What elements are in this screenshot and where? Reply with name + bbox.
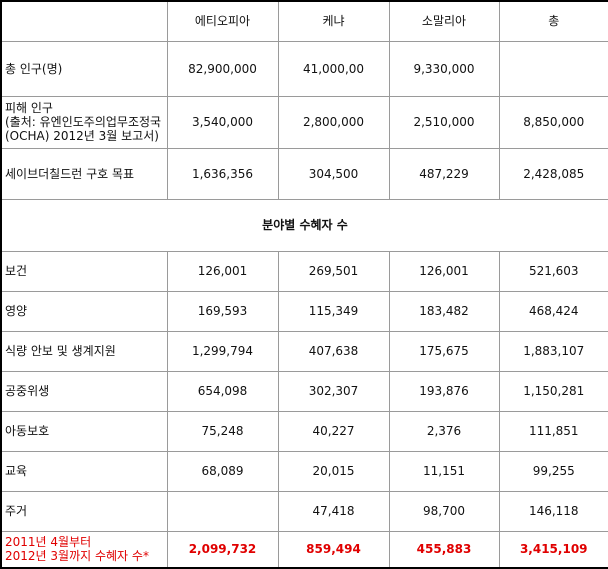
- table-row: 영양 169,593 115,349 183,482 468,424: [0, 290, 608, 332]
- table-row: 총 인구(명) 82,900,000 41,000,00 9,330,000: [0, 40, 608, 97]
- value-cell: 487,229: [388, 147, 500, 200]
- header-row: 에티오피아 케냐 소말리아 총: [0, 0, 608, 42]
- value-cell: 82,900,000: [166, 40, 279, 97]
- value-cell: 193,876: [388, 370, 500, 412]
- value-cell: [498, 40, 608, 97]
- column-header: 소말리아: [388, 0, 500, 42]
- table-row: 식량 안보 및 생계지원 1,299,794 407,638 175,675 1,883…: [0, 330, 608, 372]
- value-cell: 1,150,281: [498, 370, 608, 412]
- row-label: 공중위생: [0, 370, 168, 412]
- value-cell: 111,851: [498, 410, 608, 452]
- value-cell: 302,307: [277, 370, 390, 412]
- value-cell: 455,883: [388, 530, 500, 569]
- label-line: (OCHA) 2012년 3월 보고서): [5, 129, 159, 143]
- value-cell: 654,098: [166, 370, 279, 412]
- value-cell: 2,376: [388, 410, 500, 452]
- table-row: 공중위생 654,098 302,307 193,876 1,150,281: [0, 370, 608, 412]
- table-row: 교육 68,089 20,015 11,151 99,255: [0, 450, 608, 492]
- label-line: 2011년 4월부터: [5, 535, 92, 550]
- value-cell: 2,428,085: [498, 147, 608, 200]
- label-line: 총 인구(명): [5, 61, 63, 76]
- column-header: [0, 0, 168, 42]
- row-label: 세이브더칠드런 구호 목표: [0, 147, 168, 200]
- value-cell: 1,636,356: [166, 147, 279, 200]
- value-cell: 169,593: [166, 290, 279, 332]
- label-line: 2012년 3월까지 수혜자 수*: [5, 549, 149, 564]
- column-header: 케냐: [277, 0, 390, 42]
- value-cell: 20,015: [277, 450, 390, 492]
- label-line: 보건: [5, 264, 28, 278]
- section-row: 분야별 수혜자 수: [0, 198, 608, 252]
- value-cell: 3,415,109: [498, 530, 608, 569]
- row-label: 보건: [0, 250, 168, 292]
- value-cell: 269,501: [277, 250, 390, 292]
- value-cell: 41,000,00: [277, 40, 390, 97]
- value-cell: 47,418: [277, 490, 390, 532]
- value-cell: 1,883,107: [498, 330, 608, 372]
- label-line: 교육: [5, 464, 28, 478]
- table-row: 2011년 4월부터 2012년 3월까지 수혜자 수* 2,099,732 859,…: [0, 530, 608, 569]
- label-line: (출처: 유엔인도주의업무조정국: [5, 115, 162, 129]
- value-cell: 11,151: [388, 450, 500, 492]
- label-line: 주거: [5, 504, 28, 518]
- value-cell: 68,089: [166, 450, 279, 492]
- value-cell: 2,510,000: [388, 95, 500, 149]
- table-row: 세이브더칠드런 구호 목표 1,636,356 304,500 487,229 2,42…: [0, 147, 608, 200]
- value-cell: 175,675: [388, 330, 500, 372]
- value-cell: [166, 490, 279, 532]
- value-cell: 521,603: [498, 250, 608, 292]
- label-line: 피해 인구: [5, 101, 53, 115]
- section-title: 분야별 수혜자 수: [0, 198, 608, 252]
- column-header: 총: [498, 0, 608, 42]
- value-cell: 9,330,000: [388, 40, 500, 97]
- label-line: 공중위생: [5, 384, 50, 398]
- value-cell: 468,424: [498, 290, 608, 332]
- row-label: 영양: [0, 290, 168, 332]
- value-cell: 98,700: [388, 490, 500, 532]
- value-cell: 8,850,000: [498, 95, 608, 149]
- value-cell: 859,494: [277, 530, 390, 569]
- value-cell: 2,800,000: [277, 95, 390, 149]
- table-row: 보건 126,001 269,501 126,001 521,603: [0, 250, 608, 292]
- label-line: 아동보호: [5, 424, 50, 438]
- value-cell: 146,118: [498, 490, 608, 532]
- row-label: 총 인구(명): [0, 40, 168, 97]
- value-cell: 40,227: [277, 410, 390, 452]
- value-cell: 407,638: [277, 330, 390, 372]
- label-line: 식량 안보 및 생계지원: [5, 344, 116, 358]
- label-line: 영양: [5, 304, 28, 318]
- value-cell: 126,001: [166, 250, 279, 292]
- value-cell: 2,099,732: [166, 530, 279, 569]
- row-label: 아동보호: [0, 410, 168, 452]
- row-label: 교육: [0, 450, 168, 492]
- value-cell: 3,540,000: [166, 95, 279, 149]
- value-cell: 1,299,794: [166, 330, 279, 372]
- label-line: 세이브더칠드런 구호 목표: [5, 166, 135, 181]
- row-label: 2011년 4월부터 2012년 3월까지 수혜자 수*: [0, 530, 168, 569]
- table-row: 아동보호 75,248 40,227 2,376 111,851: [0, 410, 608, 452]
- row-label: 식량 안보 및 생계지원: [0, 330, 168, 372]
- value-cell: 304,500: [277, 147, 390, 200]
- value-cell: 99,255: [498, 450, 608, 492]
- value-cell: 75,248: [166, 410, 279, 452]
- value-cell: 115,349: [277, 290, 390, 332]
- row-label: 피해 인구 (출처: 유엔인도주의업무조정국 (OCHA) 2012년 3월 보고서…: [0, 95, 168, 149]
- table-row: 주거 47,418 98,700 146,118: [0, 490, 608, 532]
- row-label: 주거: [0, 490, 168, 532]
- value-cell: 183,482: [388, 290, 500, 332]
- value-cell: 126,001: [388, 250, 500, 292]
- table-row: 피해 인구 (출처: 유엔인도주의업무조정국 (OCHA) 2012년 3월 보고서…: [0, 95, 608, 149]
- column-header: 에티오피아: [166, 0, 279, 42]
